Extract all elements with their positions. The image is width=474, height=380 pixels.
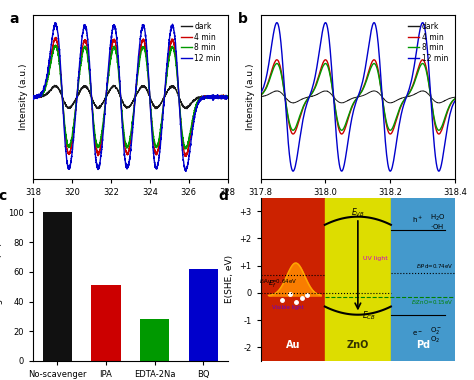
Text: $E_f$ZnO=0.15eV: $E_f$ZnO=0.15eV [410, 298, 453, 307]
Legend: dark, 4 min, 8 min, 12 min: dark, 4 min, 8 min, 12 min [177, 19, 224, 66]
Text: $E_f$Pd=0.74eV: $E_f$Pd=0.74eV [416, 263, 453, 271]
Text: Visible light: Visible light [273, 305, 304, 310]
Text: a: a [10, 12, 19, 26]
Text: O$_2$: O$_2$ [430, 335, 440, 345]
Text: h$^+$: h$^+$ [412, 215, 423, 225]
Text: Au: Au [285, 340, 300, 350]
Bar [140, 320, 169, 361]
Text: d: d [218, 189, 228, 203]
Bar [261, 198, 325, 361]
Bar [325, 198, 391, 361]
Text: e$^-$: e$^-$ [412, 329, 423, 339]
Text: $E_f'$: $E_f'$ [268, 279, 277, 291]
X-axis label: Magnetic Field (mT): Magnetic Field (mT) [313, 202, 403, 211]
Bar [91, 285, 120, 361]
Legend: dark, 4 min, 8 min, 12 min: dark, 4 min, 8 min, 12 min [405, 19, 451, 66]
Text: ZnO: ZnO [346, 340, 369, 350]
Y-axis label: Intensity (a.u.): Intensity (a.u.) [246, 63, 255, 130]
Bar [391, 198, 455, 361]
Text: $\cdot$OH: $\cdot$OH [430, 222, 444, 231]
Y-axis label: E(SHE, eV): E(SHE, eV) [225, 255, 234, 303]
X-axis label: Magnetic Field (mT): Magnetic Field (mT) [85, 202, 175, 211]
Text: $E_{VB}$: $E_{VB}$ [351, 206, 365, 219]
Text: Pd: Pd [416, 340, 430, 350]
Text: UV light: UV light [363, 256, 387, 261]
Y-axis label: Degradation (%): Degradation (%) [0, 242, 3, 317]
Y-axis label: Intensity (a.u.): Intensity (a.u.) [18, 63, 27, 130]
Text: H$_2$O: H$_2$O [430, 212, 446, 223]
Text: $E_f$Au=0.64eV: $E_f$Au=0.64eV [259, 277, 297, 286]
Text: O$_2^-$: O$_2^-$ [430, 325, 442, 336]
Bar [189, 269, 218, 361]
Bar [43, 212, 72, 361]
Text: $E_{CB}$: $E_{CB}$ [362, 310, 376, 322]
Text: b: b [237, 12, 247, 26]
Text: c: c [0, 189, 7, 203]
